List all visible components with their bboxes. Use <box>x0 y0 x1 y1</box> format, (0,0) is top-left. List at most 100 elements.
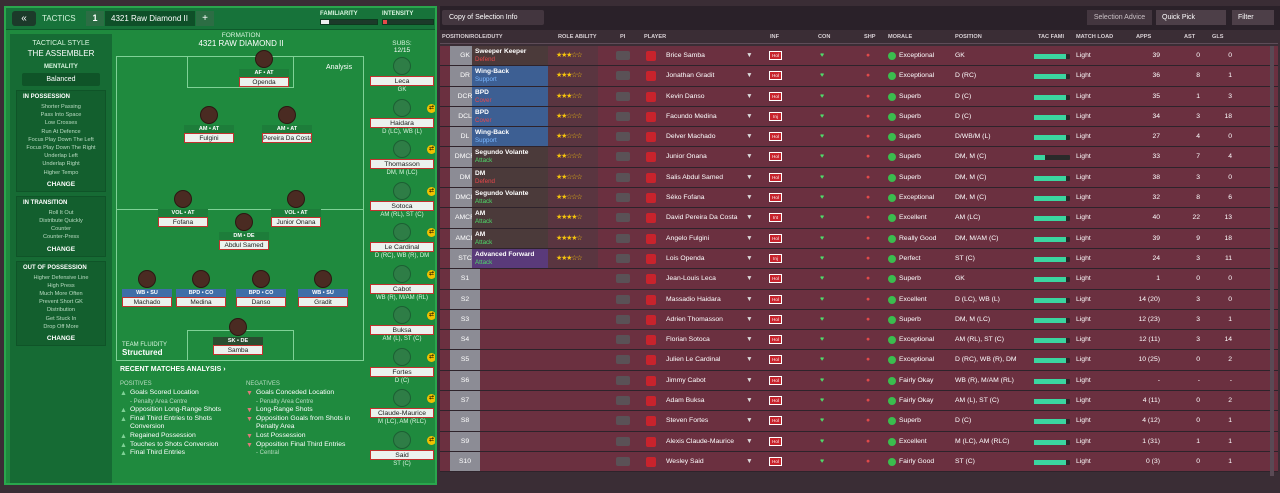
role-cell[interactable]: AM Attack <box>472 228 548 248</box>
chevron-down-icon[interactable]: ▼ <box>746 72 753 80</box>
column-header[interactable]: SHP <box>864 34 876 40</box>
player-name[interactable]: Florian Sotoca <box>666 336 710 344</box>
player-card[interactable]: BPD • CO Medina <box>176 270 226 314</box>
player-card[interactable]: AM • AT Pereira Da Costa <box>262 106 312 150</box>
sub-player-card[interactable]: Cabot WB (R), M/AM (RL) ⇄ <box>368 264 435 305</box>
role-cell[interactable]: AM Attack <box>472 208 548 228</box>
scrollbar[interactable] <box>1270 46 1274 476</box>
role-cell[interactable]: Segundo Volante Attack <box>472 147 548 167</box>
role-cell[interactable]: Wing-Back Support <box>472 66 548 86</box>
player-instructions-icon[interactable] <box>616 294 630 304</box>
role-cell[interactable] <box>472 391 548 410</box>
role-cell[interactable]: BPD Cover <box>472 86 548 106</box>
player-card[interactable]: WB • SU Machado <box>122 270 172 314</box>
player-instructions-icon[interactable] <box>616 91 630 101</box>
column-header[interactable]: MORALE <box>888 34 913 40</box>
player-name[interactable]: Adam Buksa <box>666 397 705 405</box>
chevron-down-icon[interactable]: ▼ <box>746 397 753 405</box>
player-name[interactable]: Julien Le Cardinal <box>666 356 721 364</box>
table-row[interactable]: S6 Jimmy Cabot ▼ Hol ♥ ● Fairly Okay WB (R), M/… <box>440 370 1278 392</box>
player-card[interactable]: VOL • AT Junior Onana <box>271 190 321 234</box>
change-button[interactable]: CHANGE <box>46 245 76 253</box>
player-instructions-icon[interactable] <box>616 213 630 223</box>
sub-player-card[interactable]: Le Cardinal D (RC), WB (R), DM ⇄ <box>368 223 435 263</box>
player-name[interactable]: David Pereira Da Costa <box>666 214 738 222</box>
player-card[interactable]: WB • SU Gradit <box>298 270 348 314</box>
player-instructions-icon[interactable] <box>616 172 630 182</box>
player-instructions-icon[interactable] <box>616 396 630 406</box>
player-instructions-icon[interactable] <box>616 416 630 426</box>
column-header[interactable]: CON <box>818 34 831 40</box>
chevron-down-icon[interactable]: ▼ <box>746 173 753 181</box>
column-header[interactable]: POSITION/ROLE/DUTY <box>442 34 503 40</box>
chevron-down-icon[interactable]: ▼ <box>746 92 753 100</box>
player-name[interactable]: Brice Samba <box>666 52 705 59</box>
player-name[interactable]: Steven Fortes <box>666 417 709 425</box>
column-header[interactable]: INF <box>770 34 780 40</box>
tactical-style-dropdown[interactable]: THE ASSEMBLER <box>27 49 95 58</box>
player-name[interactable]: Jimmy Cabot <box>666 376 706 384</box>
table-row[interactable]: STC Advanced Forward Attack ★★★☆☆ Lois Opend… <box>440 248 1278 270</box>
change-button[interactable]: CHANGE <box>46 335 76 343</box>
sub-player-card[interactable]: Claude-Maurice M (LC), AM (RLC) ⇄ <box>368 389 435 429</box>
table-row[interactable]: S4 Florian Sotoca ▼ Hol ♥ ● Exceptional AM (RL)… <box>440 330 1278 351</box>
table-row[interactable]: S1 Jean-Louis Leca ▼ Hol ♥ ● Superb GK Light 1 0 0 <box>440 269 1278 290</box>
swap-icon[interactable]: ⇄ <box>427 435 435 445</box>
table-row[interactable]: S8 Steven Fortes ▼ Hol ♥ ● Superb D (C) Light 4 (… <box>440 411 1278 432</box>
player-card[interactable]: DM • DE Abdul Samed <box>219 213 269 257</box>
role-cell[interactable] <box>472 310 548 329</box>
chevron-down-icon[interactable]: ▼ <box>746 112 753 120</box>
recent-title[interactable]: RECENT MATCHES ANALYSIS › <box>120 366 226 373</box>
swap-icon[interactable]: ⇄ <box>427 145 435 154</box>
player-name[interactable]: Facundo Medina <box>666 112 717 120</box>
player-instructions-icon[interactable] <box>616 456 630 466</box>
chevron-down-icon[interactable]: ▼ <box>746 214 753 222</box>
player-name[interactable]: Adrien Thomasson <box>666 315 723 323</box>
column-header[interactable]: AST <box>1184 34 1196 40</box>
chevron-down-icon[interactable]: ▼ <box>746 417 753 425</box>
table-row[interactable]: DCR BPD Cover ★★★☆☆ Kevin Danso ▼ Hol ♥ ● Superb D… <box>440 86 1278 107</box>
chevron-down-icon[interactable]: ▼ <box>746 133 753 141</box>
chevron-down-icon[interactable]: ▼ <box>746 336 753 344</box>
player-name[interactable]: Angelo Fulgini <box>666 234 710 242</box>
table-row[interactable]: S9 Alexis Claude-Maurice ▼ Hol ♥ ● Excellent M … <box>440 431 1278 452</box>
player-instructions-icon[interactable] <box>616 71 630 81</box>
sub-player-card[interactable]: Said ST (C) ⇄ <box>368 430 435 471</box>
filter-dropdown[interactable]: Filter <box>1232 10 1274 25</box>
player-instructions-icon[interactable] <box>616 152 630 162</box>
player-card[interactable]: SK • DE Samba <box>213 318 263 362</box>
chevron-down-icon[interactable]: ▼ <box>746 437 753 445</box>
player-name[interactable]: Wesley Said <box>666 457 704 465</box>
player-instructions-icon[interactable] <box>616 436 630 446</box>
sub-player-card[interactable]: Fortes D (C) ⇄ <box>368 347 435 388</box>
column-header[interactable]: GLS <box>1212 34 1224 40</box>
player-name[interactable]: Jonathan Gradit <box>666 72 715 80</box>
role-cell[interactable] <box>472 452 548 471</box>
player-name[interactable]: Lois Openda <box>666 254 705 262</box>
table-row[interactable]: S10 Wesley Said ▼ Hol ♥ ● Fairly Good ST (C) Lig… <box>440 451 1278 473</box>
player-instructions-icon[interactable] <box>616 51 630 60</box>
sub-player-card[interactable]: Sotoca AM (RL), ST (C) ⇄ <box>368 181 435 222</box>
player-name[interactable]: Séko Fofana <box>666 194 705 202</box>
column-header[interactable]: TAC FAMI <box>1038 34 1064 40</box>
swap-icon[interactable]: ⇄ <box>427 228 435 237</box>
player-instructions-icon[interactable] <box>616 233 630 243</box>
table-row[interactable]: DCL BPD Cover ★★☆☆☆ Facundo Medina ▼ Inj ♥ ● Supe… <box>440 106 1278 128</box>
table-row[interactable]: DMCL Segundo Volante Attack ★★☆☆☆ Séko Fofan… <box>440 188 1278 209</box>
player-name[interactable]: Junior Onana <box>666 153 707 161</box>
player-card[interactable]: AM • AT Fulgini <box>184 106 234 150</box>
tactic-slot-button[interactable]: 1 <box>86 11 104 26</box>
sub-player-card[interactable]: Haidara D (LC), WB (L) ⇄ <box>368 98 435 139</box>
formation-dropdown[interactable]: 4321 RAW DIAMOND II <box>198 39 284 48</box>
chevron-down-icon[interactable]: ▼ <box>746 295 753 303</box>
role-cell[interactable]: Segundo Volante Attack <box>472 188 548 208</box>
table-row[interactable]: S2 Massadio Haidara ▼ Hol ♥ ● Excellent D (LC),… <box>440 289 1278 310</box>
role-cell[interactable] <box>472 432 548 451</box>
player-card[interactable]: BPD • CO Danso <box>236 270 286 314</box>
swap-icon[interactable]: ⇄ <box>427 269 435 279</box>
role-cell[interactable] <box>472 411 548 430</box>
sub-player-card[interactable]: Buksa AM (L), ST (C) ⇄ <box>368 306 435 346</box>
change-button[interactable]: CHANGE <box>46 180 76 188</box>
player-instructions-icon[interactable] <box>616 111 630 121</box>
player-name[interactable]: Delver Machado <box>666 133 716 141</box>
